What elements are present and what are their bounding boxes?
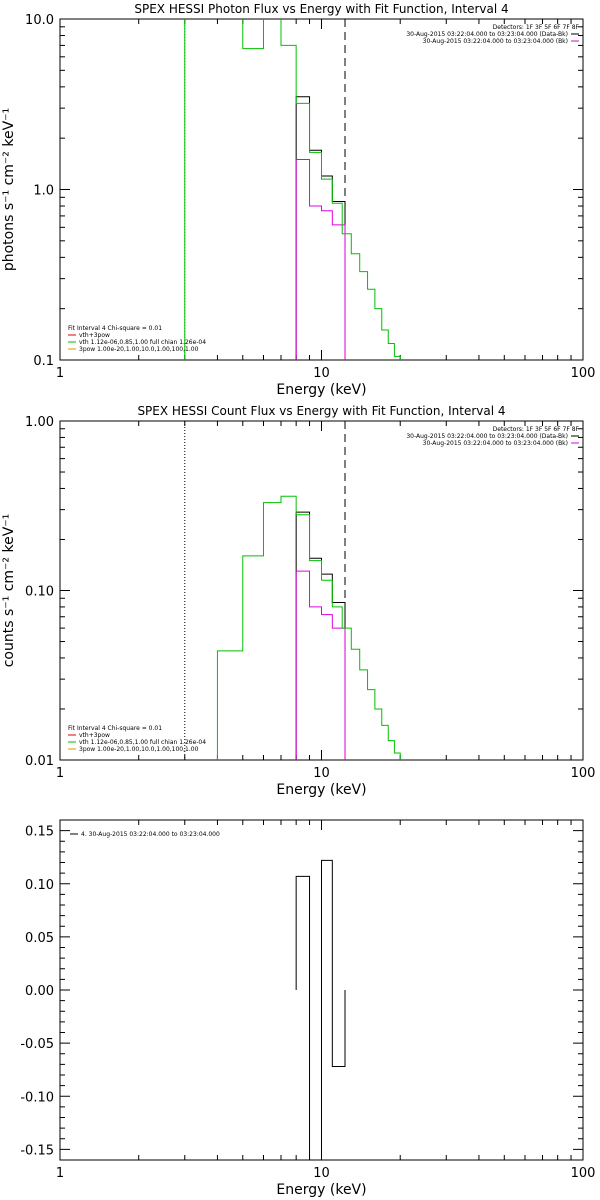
series-data-bk xyxy=(295,511,346,760)
legend-header: Fit Interval 4 Chi-square = 0.01 xyxy=(68,725,162,732)
x-axis-title: Energy (keV) xyxy=(276,1182,366,1198)
chart-title: SPEX HESSI Count Flux vs Energy with Fit… xyxy=(137,404,505,418)
y-tick-label: 0.1 xyxy=(33,354,54,369)
legend-entry: 4. 30-Aug-2015 03:22:04.000 to 03:23:04.… xyxy=(81,831,220,838)
plot-frame xyxy=(59,18,584,361)
series-bk xyxy=(295,158,346,360)
legend: Detectors: 1F 3F 5F 6F 7F 8F30-Aug-2015 … xyxy=(406,24,579,45)
legend: Fit Interval 4 Chi-square = 0.01vth+3pow… xyxy=(68,725,206,753)
legend-entry: 30-Aug-2015 03:22:04.000 to 03:23:04.000… xyxy=(406,31,568,38)
legend-entry: 3pow 1.00e-20,1.00,10.0,1.00,100,1.00 xyxy=(79,346,199,353)
chart-title: SPEX HESSI Photon Flux vs Energy with Fi… xyxy=(134,2,508,16)
y-tick-label: -0.10 xyxy=(20,1090,54,1105)
legend-header: Detectors: 1F 3F 5F 6F 7F 8F xyxy=(493,426,580,433)
series-vth xyxy=(216,495,401,760)
x-tick-label: 1 xyxy=(56,1166,64,1181)
x-tick-label: 1 xyxy=(56,766,64,781)
x-tick-label: 100 xyxy=(571,366,596,381)
y-tick-label: 1.00 xyxy=(25,415,54,430)
plot-area xyxy=(184,19,401,360)
y-axis-title: counts s⁻¹ cm⁻² keV⁻¹ xyxy=(1,514,17,668)
x-tick-label: 10 xyxy=(313,766,330,781)
legend-entry: 30-Aug-2015 03:22:04.000 to 03:23:04.000… xyxy=(423,38,568,45)
y-tick-label: 0.10 xyxy=(25,585,54,600)
legend-entry: 3pow 1.00e-20,1.00,10.0,1.00,100,1.00 xyxy=(79,746,199,753)
legend-entry: 30-Aug-2015 03:22:04.000 to 03:23:04.000… xyxy=(423,440,568,447)
y-tick-label: 0.05 xyxy=(25,931,54,946)
legend: 4. 30-Aug-2015 03:22:04.000 to 03:23:04.… xyxy=(70,831,220,838)
x-tick-label: 10 xyxy=(313,1166,330,1181)
y-tick-label: 0.10 xyxy=(25,878,54,893)
x-tick-label: 100 xyxy=(571,766,596,781)
x-tick-label: 1 xyxy=(56,366,64,381)
legend-entry: vth 1.12e-06,0.85,1.00 full chian 1.26e-… xyxy=(79,339,206,346)
chart-count: SPEX HESSI Count Flux vs Energy with Fit… xyxy=(1,404,596,798)
plot-area xyxy=(295,859,346,1160)
x-axis-title: Energy (keV) xyxy=(276,782,366,798)
legend-header: Fit Interval 4 Chi-square = 0.01 xyxy=(68,325,162,332)
y-tick-label: 1.0 xyxy=(33,184,54,199)
y-tick-label: 0.01 xyxy=(25,754,54,769)
legend-entry: vth 1.12e-06,0.85,1.00 full chian 1.26e-… xyxy=(79,739,206,746)
plot-frame xyxy=(59,420,584,761)
y-tick-label: 0.15 xyxy=(25,825,54,840)
chart-residuals: 1 10 100 -0.15 -0.10 -0.05 0.00 0.05 0.10 0.15 Ene… xyxy=(20,819,596,1198)
y-tick-label: 10.0 xyxy=(25,13,54,28)
legend-header: Detectors: 1F 3F 5F 6F 7F 8F xyxy=(493,24,580,31)
series-4-30-aug-2015-03-22-04-000-to-03-23-04-000 xyxy=(295,859,346,1160)
plot-area xyxy=(216,495,401,760)
x-tick-label: 10 xyxy=(313,366,330,381)
chart-photon: SPEX HESSI Photon Flux vs Energy with Fi… xyxy=(1,2,596,398)
series-data-bk xyxy=(295,96,346,360)
legend: Fit Interval 4 Chi-square = 0.01vth+3pow… xyxy=(68,325,206,353)
x-axis-title: Energy (keV) xyxy=(276,382,366,398)
legend-entry: vth+3pow xyxy=(79,332,110,339)
series-bk xyxy=(295,570,346,760)
x-tick-label: 100 xyxy=(571,1166,596,1181)
y-tick-label: 0.00 xyxy=(25,984,54,999)
legend-entry: vth+3pow xyxy=(79,732,110,739)
series-vth xyxy=(184,19,401,360)
legend: Detectors: 1F 3F 5F 6F 7F 8F30-Aug-2015 … xyxy=(406,426,579,447)
y-axis-title: photons s⁻¹ cm⁻² keV⁻¹ xyxy=(1,108,17,271)
y-tick-label: -0.05 xyxy=(20,1037,54,1052)
y-tick-label: -0.15 xyxy=(20,1143,54,1158)
legend-entry: 30-Aug-2015 03:22:04.000 to 03:23:04.000… xyxy=(406,433,568,440)
